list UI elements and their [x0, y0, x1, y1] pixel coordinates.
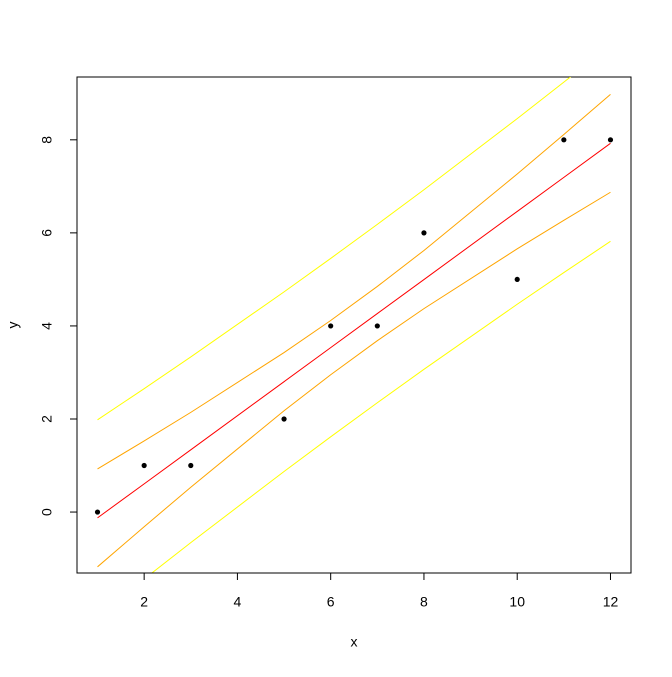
- point: [188, 462, 194, 469]
- point: [328, 323, 334, 329]
- line: [97, 93, 611, 470]
- y-tick-label: 8: [39, 136, 55, 144]
- point: [141, 462, 147, 469]
- x-tick-label: 10: [509, 594, 525, 610]
- line: [97, 77, 572, 421]
- point: [421, 230, 427, 236]
- x-tick-label: 6: [327, 594, 335, 610]
- line: [97, 142, 611, 519]
- point: [607, 137, 614, 143]
- point: [281, 416, 287, 422]
- line: [151, 240, 611, 573]
- plot-box: [76, 76, 632, 574]
- x-axis-label: x: [351, 634, 358, 650]
- y-tick-label: 0: [39, 508, 55, 516]
- x-tick-label: 8: [420, 594, 428, 610]
- point: [514, 276, 520, 283]
- plot-area: [94, 77, 614, 573]
- y-tick-label: 2: [39, 415, 55, 423]
- line: [97, 191, 611, 568]
- y-tick-label: 6: [39, 229, 55, 237]
- point: [94, 509, 101, 515]
- x-tick-label: 12: [603, 594, 619, 610]
- y-tick-label: 4: [39, 322, 55, 330]
- point: [374, 323, 380, 329]
- x-tick-label: 2: [140, 594, 148, 610]
- y-axis-label: y: [5, 322, 21, 329]
- point: [561, 137, 567, 143]
- x-tick-label: 4: [234, 594, 242, 610]
